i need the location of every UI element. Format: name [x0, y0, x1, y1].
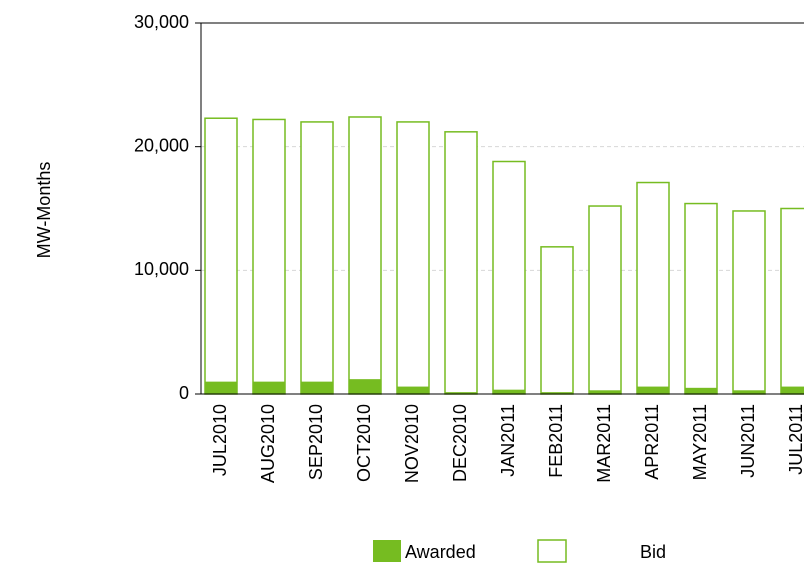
awarded-bar — [205, 381, 237, 394]
x-tick-label: APR2011 — [642, 404, 662, 480]
bid-bar — [396, 121, 430, 395]
bid-bar — [780, 207, 804, 395]
bid-bar — [252, 118, 286, 395]
bid-bar — [636, 181, 670, 395]
awarded-bar — [589, 390, 621, 394]
x-tick-label: FEB2011 — [546, 404, 566, 478]
bid-bar — [540, 246, 574, 395]
y-tick-label: 0 — [179, 383, 189, 403]
legend-label: Awarded — [405, 542, 476, 562]
legend-label: Bid — [640, 542, 666, 562]
bid-bar — [732, 210, 766, 395]
legend-swatch — [373, 540, 401, 562]
x-tick-label: JAN2011 — [498, 404, 518, 477]
legend-swatch — [537, 539, 567, 563]
bid-bar — [588, 205, 622, 395]
awarded-bar — [685, 387, 717, 394]
awarded-bar — [733, 390, 765, 394]
x-tick-label: MAY2011 — [690, 404, 710, 480]
x-tick-label: JUN2011 — [738, 404, 758, 478]
x-tick-label: MAR2011 — [594, 404, 614, 483]
awarded-bar — [637, 386, 669, 394]
x-tick-label: NOV2010 — [402, 404, 422, 483]
x-tick-label: JUL2011 — [786, 404, 804, 475]
y-axis-label: MW-Months — [34, 162, 54, 259]
awarded-bar — [301, 381, 333, 394]
y-tick-label: 10,000 — [134, 259, 189, 279]
bid-bar — [492, 160, 526, 395]
y-tick-label: 30,000 — [134, 12, 189, 32]
awarded-bar — [493, 389, 525, 394]
bid-bar — [684, 202, 718, 395]
x-tick-label: JUL2010 — [210, 404, 230, 476]
awarded-bar — [781, 386, 804, 394]
x-tick-label: DEC2010 — [450, 404, 470, 482]
awarded-bar — [349, 379, 381, 394]
bid-bar — [204, 117, 238, 395]
bid-bar — [348, 116, 382, 395]
awarded-bar — [397, 386, 429, 394]
bid-bar — [300, 121, 334, 395]
x-tick-label: SEP2010 — [306, 404, 326, 480]
x-tick-label: AUG2010 — [258, 404, 278, 483]
awarded-bar — [445, 392, 477, 394]
awarded-bar — [253, 381, 285, 394]
awarded-bar — [541, 392, 573, 394]
bid-bar — [444, 131, 478, 395]
y-tick-label: 20,000 — [134, 135, 189, 155]
x-tick-label: OCT2010 — [354, 404, 374, 482]
